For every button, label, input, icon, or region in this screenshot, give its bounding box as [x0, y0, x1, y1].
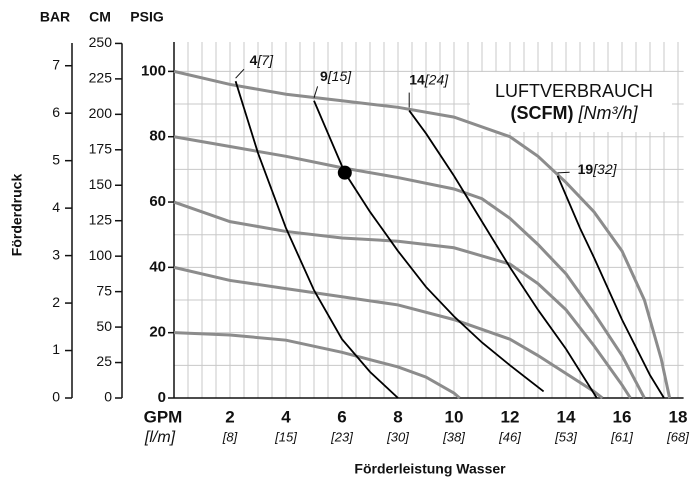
- cm-tick-label: 250: [89, 34, 113, 50]
- bar-tick-label: 1: [52, 341, 60, 357]
- curve-label-metric: [7]: [256, 52, 274, 68]
- x-tick-label-metric: [38]: [442, 429, 465, 444]
- curve-label-value: 14: [409, 71, 425, 87]
- curve-label-value: 19: [578, 161, 594, 177]
- curve-label-value: 4: [250, 52, 258, 68]
- curve: [408, 110, 598, 399]
- curve: [556, 175, 665, 399]
- operating-point: [337, 165, 352, 180]
- x-axis-title: Förderleistung Wasser: [354, 461, 506, 477]
- cm-tick-label: 200: [89, 105, 113, 121]
- x-tick-label: 12: [501, 407, 520, 426]
- y-tick-label: 100: [141, 62, 166, 79]
- curve-label: 19[32]: [578, 161, 618, 177]
- bar-tick-label: 7: [52, 56, 60, 72]
- curve-label-metric: [32]: [592, 161, 617, 177]
- cm-tick-label: 100: [89, 247, 113, 263]
- curve-label-metric: [15]: [327, 67, 352, 83]
- x-tick-label-metric: [61]: [610, 429, 633, 444]
- cm-tick-label: 175: [89, 140, 113, 156]
- x-tick-label-metric: [53]: [554, 429, 577, 444]
- curve-label: 14[24]: [409, 71, 449, 87]
- curve: [173, 265, 604, 400]
- leader-line: [557, 171, 570, 174]
- curve-label-value: 9: [320, 67, 328, 83]
- x-tick-label-metric: [68]: [666, 429, 689, 444]
- axis-header: BAR: [40, 9, 70, 25]
- bar-tick-label: 2: [52, 294, 60, 310]
- legend-unit-line: (SCFM) [Nm³/h]: [510, 103, 638, 123]
- x-tick-label: 18: [669, 407, 688, 426]
- bar-tick-label: 5: [52, 151, 60, 167]
- y-tick-label: 80: [149, 128, 166, 145]
- legend-box: [470, 72, 672, 132]
- cm-tick-label: 125: [89, 211, 113, 227]
- x-tick-label: 10: [445, 407, 464, 426]
- cm-tick-label: 50: [96, 318, 112, 334]
- curve: [173, 200, 632, 399]
- x-tick-label: 2: [225, 407, 234, 426]
- x-tick-label: 6: [337, 407, 346, 426]
- leader-line: [313, 86, 319, 98]
- curve: [173, 69, 672, 399]
- curve: [173, 331, 461, 400]
- curve-label-metric: [24]: [424, 71, 449, 87]
- x-tick-label: 8: [393, 407, 402, 426]
- cm-tick-label: 150: [89, 176, 113, 192]
- y-tick-label: 0: [158, 389, 166, 406]
- cm-tick-label: 75: [96, 282, 112, 298]
- x-tick-label-metric: [46]: [498, 429, 521, 444]
- cm-tick-label: 225: [89, 70, 113, 86]
- x-tick-label-metric: [30]: [386, 429, 409, 444]
- curve: [173, 135, 646, 399]
- bar-tick-label: 6: [52, 104, 60, 120]
- x-unit-metric: [l/m]: [144, 429, 176, 446]
- curve-label: 9[15]: [320, 67, 352, 83]
- x-tick-label-metric: [15]: [274, 429, 297, 444]
- cm-tick-label: 25: [96, 353, 112, 369]
- x-tick-label: 14: [557, 407, 576, 426]
- bar-tick-label: 4: [52, 199, 60, 215]
- axis-header: CM: [89, 9, 111, 25]
- cm-tick-label: 0: [104, 389, 112, 405]
- leader-line: [235, 68, 245, 79]
- x-tick-label-metric: [8]: [222, 429, 238, 444]
- y-tick-label: 60: [149, 193, 166, 210]
- curve: [234, 80, 399, 399]
- y-tick-label: 40: [149, 258, 166, 275]
- x-tick-label: 4: [281, 407, 291, 426]
- x-unit: GPM: [144, 407, 183, 426]
- y-axis-title: Förderdruck: [9, 174, 25, 257]
- x-tick-label: 16: [613, 407, 632, 426]
- bar-tick-label: 0: [52, 389, 60, 405]
- legend-unit: (SCFM): [510, 103, 573, 123]
- y-tick-label: 20: [149, 324, 166, 341]
- legend-unit-metric: [Nm³/h]: [577, 103, 638, 123]
- axis-header: PSIG: [130, 9, 164, 25]
- curve: [313, 100, 545, 393]
- bar-tick-label: 3: [52, 246, 60, 262]
- x-tick-label-metric: [23]: [330, 429, 353, 444]
- legend-title: LUFTVERBRAUCH: [495, 81, 653, 101]
- curve-label: 4[7]: [250, 52, 274, 68]
